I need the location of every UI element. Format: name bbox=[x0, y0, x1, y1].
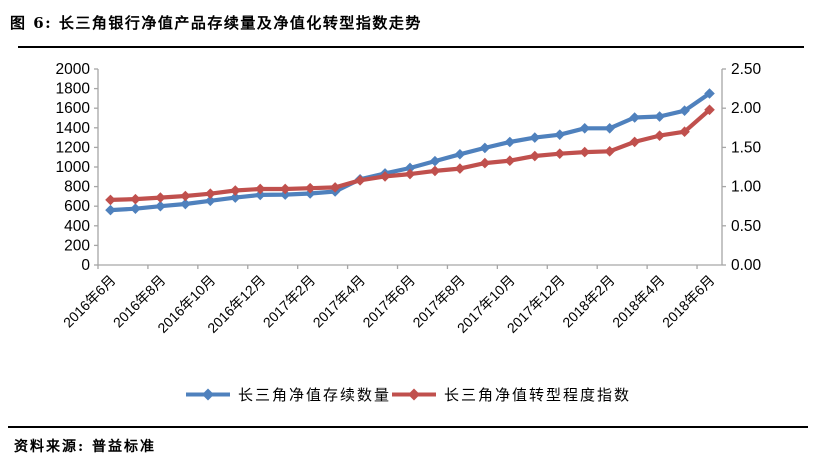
right-axis-tick-label: 2.50 bbox=[731, 61, 762, 78]
legend-label-stock-quantity: 长三角净值存续数量 bbox=[237, 386, 391, 404]
left-axis-tick-label: 200 bbox=[64, 237, 90, 254]
x-axis-category-label: 2017年4月 bbox=[310, 272, 369, 331]
line-chart-canvas: 0 200 400 600 800 1000 1200 1400 1600 1800 2000 0.0… bbox=[56, 61, 762, 336]
right-axis-tick-label: 0.50 bbox=[731, 218, 762, 235]
right-axis-tick-label: 0.00 bbox=[731, 257, 762, 274]
data-source-note: 资料来源: 普益标准 bbox=[14, 439, 157, 455]
left-axis-tick-label: 1600 bbox=[56, 100, 91, 117]
x-axis-category-label: 2016年6月 bbox=[60, 272, 119, 331]
footer-divider-line bbox=[8, 426, 808, 428]
left-axis-tick-label: 400 bbox=[64, 218, 90, 235]
legend-item-transformation-index: 长三角净值转型程度指数 bbox=[391, 384, 631, 405]
left-axis-tick-label: 800 bbox=[64, 179, 90, 196]
x-axis-category-label: 2018年6月 bbox=[659, 272, 718, 331]
x-axis-category-label: 2018年2月 bbox=[559, 272, 618, 331]
left-axis-tick-label: 1800 bbox=[56, 81, 91, 98]
legend-item-stock-quantity: 长三角净值存续数量 bbox=[185, 384, 391, 405]
line-chart: 0 200 400 600 800 1000 1200 1400 1600 1800 2000 0.0… bbox=[0, 50, 816, 384]
left-axis-tick-label: 0 bbox=[81, 257, 90, 274]
left-axis-tick-label: 2000 bbox=[56, 61, 91, 78]
legend-label-transformation-index: 长三角净值转型程度指数 bbox=[444, 386, 632, 404]
right-axis-tick-label: 2.00 bbox=[731, 100, 762, 117]
x-axis-category-label: 2017年2月 bbox=[260, 272, 319, 331]
left-axis-tick-label: 1400 bbox=[56, 120, 91, 137]
red-series-marker-icon bbox=[392, 388, 436, 401]
right-axis-tick-label: 1.00 bbox=[731, 179, 762, 196]
x-axis-category-label: 2017年6月 bbox=[359, 272, 418, 331]
left-axis-tick-label: 600 bbox=[64, 198, 90, 215]
series-markers-1 bbox=[105, 104, 715, 206]
right-axis-tick-label: 1.50 bbox=[731, 139, 762, 156]
x-axis-category-label: 2018年4月 bbox=[609, 272, 668, 331]
figure-title: 图 6: 长三角银行净值产品存续量及净值化转型指数走势 bbox=[10, 14, 422, 32]
left-axis-tick-label: 1200 bbox=[56, 139, 91, 156]
chart-legend: 长三角净值存续数量 长三角净值转型程度指数 bbox=[0, 384, 816, 405]
title-divider-line bbox=[18, 46, 804, 48]
blue-series-marker-icon bbox=[185, 388, 230, 401]
left-axis-tick-label: 1000 bbox=[56, 159, 91, 176]
